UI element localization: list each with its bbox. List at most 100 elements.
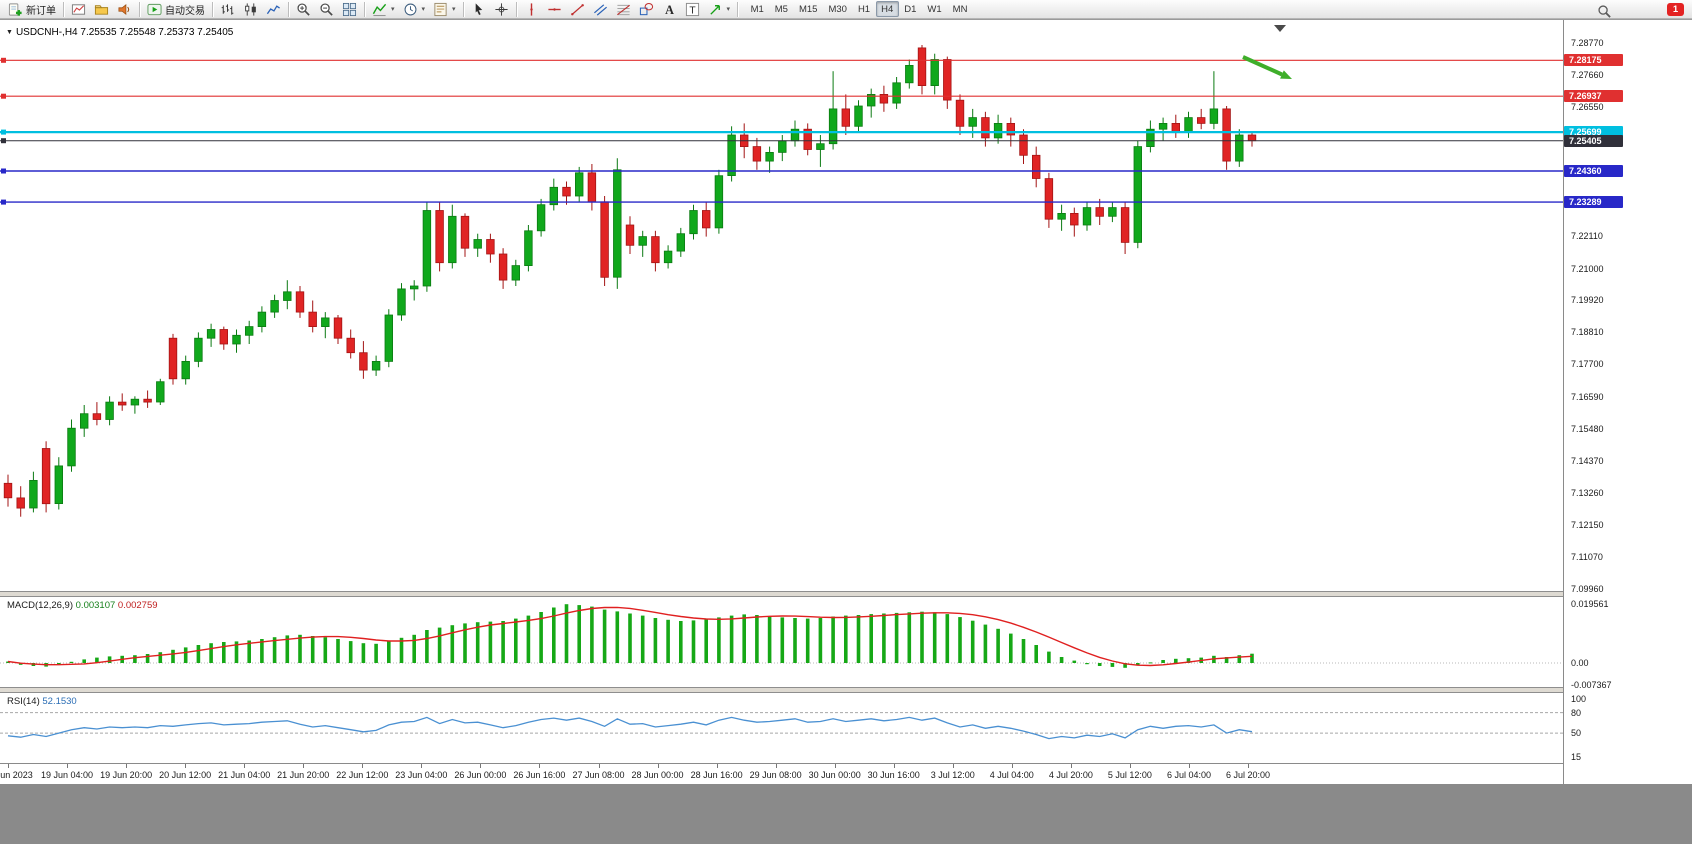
new-order-button[interactable]: 新订单 xyxy=(4,0,60,19)
candle xyxy=(422,210,432,287)
timeframe-m30[interactable]: M30 xyxy=(828,3,847,15)
macd-histogram-bar xyxy=(450,625,455,663)
timeframe-d1[interactable]: D1 xyxy=(904,3,917,15)
channel-button[interactable] xyxy=(589,0,612,19)
label-button[interactable]: T xyxy=(681,0,704,19)
line-chart-button[interactable] xyxy=(262,0,285,19)
panel-separator[interactable] xyxy=(0,687,1692,693)
toolbar-separator xyxy=(364,1,365,17)
vertical-line-button[interactable] xyxy=(520,0,543,19)
candle-chart-button[interactable] xyxy=(239,0,262,19)
line-handle[interactable] xyxy=(1,93,6,99)
horizontal-line-button[interactable] xyxy=(543,0,566,19)
rsi-tick-label: 100 xyxy=(1571,694,1587,704)
time-label: 20 Jun 12:00 xyxy=(159,770,212,780)
price-axis[interactable]: 7.28770 7.27660 7.26550 7.22110 7.21000 7.199… xyxy=(1563,20,1692,785)
candle xyxy=(854,105,863,127)
macd-histogram-bar xyxy=(399,637,404,663)
timeframe-m5[interactable]: M5 xyxy=(774,3,788,15)
chevron-down-icon: ▾ xyxy=(421,6,426,13)
macd-histogram-bar xyxy=(260,639,264,663)
chart-shift-marker-icon[interactable] xyxy=(1274,25,1286,32)
text-a-icon: A xyxy=(662,2,677,17)
macd-histogram-bar xyxy=(932,612,937,663)
time-label: 5 Jul 12:00 xyxy=(1107,770,1152,780)
candle xyxy=(473,239,482,249)
macd-svg[interactable] xyxy=(0,597,1563,687)
cursor-button[interactable] xyxy=(467,0,490,19)
timeframe-m15[interactable]: M15 xyxy=(798,3,818,15)
macd-histogram-bar xyxy=(666,619,670,663)
periods-button[interactable]: ▾ xyxy=(399,0,430,19)
candle xyxy=(1247,134,1257,142)
time-label: 28 Jun 16:00 xyxy=(690,770,743,780)
candle xyxy=(930,59,939,87)
timeframe-w1[interactable]: W1 xyxy=(927,3,942,15)
templates-button[interactable]: ▾ xyxy=(429,0,460,19)
candle xyxy=(752,146,762,162)
time-tick xyxy=(834,764,836,768)
macd-histogram-bar xyxy=(1174,658,1178,663)
line-handle[interactable] xyxy=(1,138,6,144)
macd-histogram-bar xyxy=(82,659,86,663)
macd-histogram-bar xyxy=(780,617,785,663)
rsi-panel[interactable] xyxy=(0,693,1563,763)
arrow-annotation[interactable] xyxy=(1242,55,1283,77)
profiles-button[interactable] xyxy=(90,0,113,19)
line-handle[interactable] xyxy=(1,168,6,174)
macd-histogram-bar xyxy=(361,643,366,663)
timeframe-h4[interactable]: H4 xyxy=(875,1,899,17)
autotrade-button[interactable]: 自动交易 xyxy=(143,0,209,19)
macd-histogram-bar xyxy=(1059,657,1064,663)
line-handle[interactable] xyxy=(1,199,6,205)
time-label: 28 Jun 00:00 xyxy=(631,770,684,780)
macd-panel[interactable] xyxy=(0,597,1563,687)
shapes-button[interactable] xyxy=(635,0,658,19)
search-button[interactable] xyxy=(1593,2,1616,21)
time-tick xyxy=(362,764,364,768)
time-label: 19 Jun 20:00 xyxy=(100,770,153,780)
notification-badge[interactable]: 1 xyxy=(1667,3,1684,16)
candle xyxy=(879,94,889,104)
price-tick-label: 7.12150 xyxy=(1571,520,1604,531)
panel-separator[interactable] xyxy=(0,591,1692,597)
line-handle[interactable] xyxy=(1,57,6,63)
text-button[interactable]: A xyxy=(658,0,681,19)
candle xyxy=(600,201,609,278)
timeframe-mn[interactable]: MN xyxy=(952,3,968,15)
timeframe-h1[interactable]: H1 xyxy=(857,3,871,15)
candle xyxy=(308,311,317,328)
candle xyxy=(409,285,419,290)
macd-histogram-bar xyxy=(183,647,188,663)
macd-histogram-bar xyxy=(717,617,721,663)
symbol-dropdown-icon[interactable]: ▼ xyxy=(6,29,13,36)
candle xyxy=(981,117,990,139)
fibonacci-button[interactable] xyxy=(612,0,635,19)
macd-label: MACD(12,26,9) 0.003107 0.002759 xyxy=(7,600,158,611)
macd-histogram-bar xyxy=(729,615,734,663)
price-line-badge: 7.26937 xyxy=(1564,90,1623,103)
indicators-button[interactable]: ▾ xyxy=(368,0,399,19)
new-chart-button[interactable] xyxy=(67,0,90,19)
tile-windows-button[interactable] xyxy=(338,0,361,19)
timeframe-m1[interactable]: M1 xyxy=(750,3,764,15)
rsi-tick-label: 15 xyxy=(1571,752,1582,762)
candle xyxy=(549,186,558,206)
bar-chart-button[interactable] xyxy=(216,0,239,19)
rsi-svg[interactable] xyxy=(0,693,1563,763)
candle xyxy=(828,108,838,145)
arrows-icon xyxy=(708,2,723,17)
trendline-button[interactable] xyxy=(566,0,589,19)
price-chart-svg[interactable] xyxy=(0,23,1563,591)
zoom-in-button[interactable] xyxy=(292,0,315,19)
zoom-out-button[interactable] xyxy=(315,0,338,19)
time-tick xyxy=(539,764,541,768)
time-axis[interactable]: 16 Jun 2023 19 Jun 04:00 19 Jun 20:00 20 Ju… xyxy=(0,763,1563,785)
alerts-button[interactable] xyxy=(113,0,136,19)
chevron-down-icon: ▾ xyxy=(726,6,731,13)
candle xyxy=(1120,207,1130,243)
crosshair-button[interactable] xyxy=(490,0,513,19)
line-handle[interactable] xyxy=(1,129,6,135)
price-chart[interactable] xyxy=(0,23,1563,591)
arrows-button[interactable]: ▾ xyxy=(704,0,735,19)
